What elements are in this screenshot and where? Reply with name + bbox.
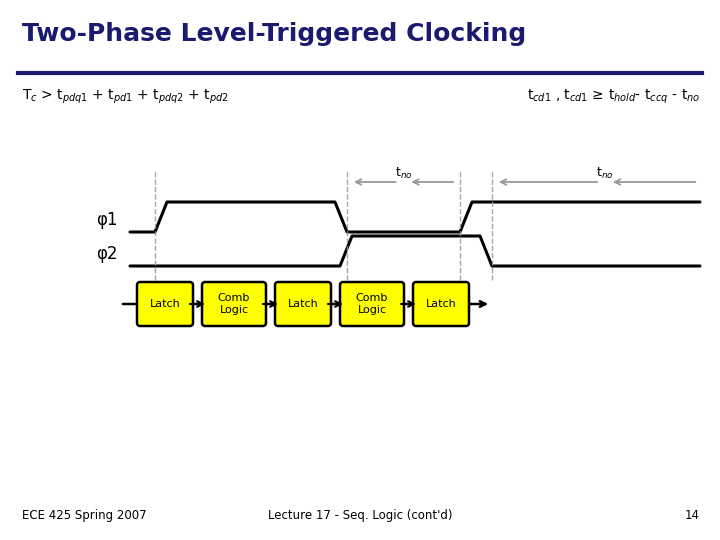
Text: Comb
Logic: Comb Logic: [356, 293, 388, 315]
Text: t$_{cd1}$ , t$_{cd1}$ ≥ t$_{hold}$- t$_{ccq}$ - t$_{no}$: t$_{cd1}$ , t$_{cd1}$ ≥ t$_{hold}$- t$_{…: [527, 88, 700, 106]
Text: φ1: φ1: [96, 211, 118, 229]
Text: 14: 14: [685, 509, 700, 522]
FancyBboxPatch shape: [340, 282, 404, 326]
Text: Lecture 17 - Seq. Logic (cont'd): Lecture 17 - Seq. Logic (cont'd): [268, 509, 452, 522]
Text: Comb
Logic: Comb Logic: [218, 293, 250, 315]
Text: ECE 425 Spring 2007: ECE 425 Spring 2007: [22, 509, 147, 522]
Text: φ2: φ2: [96, 245, 118, 263]
Text: Two-Phase Level-Triggered Clocking: Two-Phase Level-Triggered Clocking: [22, 22, 526, 46]
Text: Latch: Latch: [287, 299, 318, 309]
FancyBboxPatch shape: [275, 282, 331, 326]
Text: Latch: Latch: [150, 299, 181, 309]
Text: Latch: Latch: [426, 299, 456, 309]
Text: T$_c$ > t$_{pdq1}$ + t$_{pd1}$ + t$_{pdq2}$ + t$_{pd2}$: T$_c$ > t$_{pdq1}$ + t$_{pd1}$ + t$_{pdq…: [22, 88, 229, 106]
FancyBboxPatch shape: [202, 282, 266, 326]
Text: t$_{no}$: t$_{no}$: [395, 166, 413, 181]
FancyBboxPatch shape: [137, 282, 193, 326]
Text: t$_{no}$: t$_{no}$: [596, 166, 613, 181]
FancyBboxPatch shape: [413, 282, 469, 326]
